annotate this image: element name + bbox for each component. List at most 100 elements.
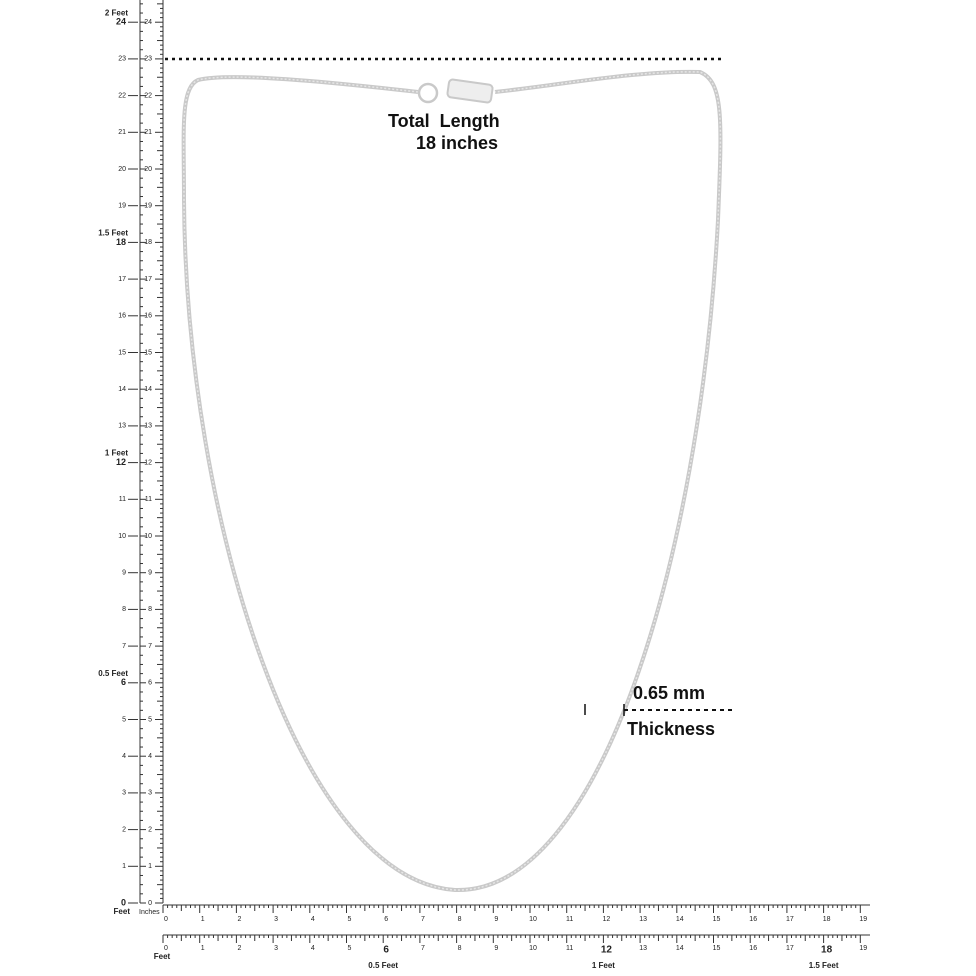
inch-label: 6 [384,916,388,923]
total-length-label: Total Length [388,111,500,131]
inch-label: 22 [144,92,152,99]
inch-label: 14 [144,386,152,393]
inch-label: 4 [311,916,315,923]
inch-label-outer: 16 [118,313,126,320]
feet-label: 1.5 Feet [98,229,128,238]
inch-label: 19 [144,203,152,210]
inch-label: 1 [201,916,205,923]
feet-label: 0.5 Feet [98,669,128,678]
inch-label: 3 [274,945,278,952]
length-value: 18 inches [416,133,498,153]
inch-label: 17 [786,945,794,952]
inch-label-outer: 9 [122,570,126,577]
inch-label: 13 [639,945,647,952]
inch-label: 10 [529,945,537,952]
feet-label: 1.5 Feet [809,961,839,970]
inch-label-outer: 23 [118,56,126,63]
inch-label: 11 [566,916,573,923]
feet-label: 1 Feet [105,449,128,458]
inch-label: 12 [603,916,611,923]
inch-label-outer: 12 [116,457,126,467]
inch-label-outer: 20 [118,166,126,173]
inch-label: 5 [348,916,352,923]
inch-label: 0 [164,916,168,923]
thickness-label: Thickness [627,719,715,739]
inch-label: 21 [144,129,152,136]
inch-label: 18 [821,945,833,956]
inch-label: 16 [144,313,152,320]
inch-label-outer: 15 [118,349,126,356]
inch-label: 5 [148,716,152,723]
inch-label: 7 [421,916,425,923]
inch-label-outer: 3 [122,790,126,797]
inch-label-outer: 19 [118,203,126,210]
inch-label: 6 [148,680,152,687]
inch-label: 11 [566,945,573,952]
feet-unit: Feet [114,907,131,916]
inch-label-outer: 6 [121,677,126,687]
inch-label: 16 [749,916,757,923]
feet-unit: Inches [139,909,160,916]
inch-label: 9 [494,916,498,923]
inch-label-outer: 10 [118,533,126,540]
inch-label: 2 [148,826,152,833]
inch-label: 23 [144,56,152,63]
inch-label: 12 [144,459,152,466]
inch-label: 10 [144,533,152,540]
inch-label: 1 [148,863,152,870]
inch-label: 7 [148,643,152,650]
inch-label: 11 [145,496,152,503]
feet-label: 2 Feet [105,8,128,17]
feet-label: 0.5 Feet [368,961,398,970]
inch-label: 18 [144,239,152,246]
inch-label-outer: 5 [122,716,126,723]
inch-label-outer: 22 [118,92,126,99]
inch-label-outer: 11 [119,496,126,503]
inch-label-outer: 1 [122,863,126,870]
inch-label: 13 [639,916,647,923]
inch-label: 14 [676,945,684,952]
inch-label: 18 [823,916,831,923]
inch-label-outer: 4 [122,753,126,760]
inch-label-outer: 21 [118,129,126,136]
inch-label: 3 [274,916,278,923]
inch-label: 16 [749,945,757,952]
inch-label-outer: 2 [122,826,126,833]
inch-label: 12 [601,945,613,956]
feet-unit: Feet [154,952,171,961]
inch-label-outer: 24 [116,17,126,27]
inch-label: 14 [676,916,684,923]
inch-label: 15 [713,945,721,952]
inch-label-outer: 14 [118,386,126,393]
inch-label: 19 [859,916,867,923]
inch-label: 13 [144,423,152,430]
inch-label: 15 [713,916,721,923]
inch-label: 8 [458,945,462,952]
inch-label: 4 [148,753,152,760]
inch-label: 7 [421,945,425,952]
inch-label: 10 [529,916,537,923]
inch-label: 9 [494,945,498,952]
inch-label: 9 [148,570,152,577]
inch-label-outer: 13 [118,423,126,430]
inch-label-outer: 18 [116,237,126,247]
inch-label: 8 [148,606,152,613]
inch-label: 6 [383,945,389,956]
inch-label: 4 [311,945,315,952]
inch-label-outer: 17 [118,276,126,283]
inch-label-outer: 7 [122,643,126,650]
inch-label: 2 [237,945,241,952]
feet-label: 1 Feet [592,961,615,970]
inch-label-outer: 8 [122,606,126,613]
inch-label-outer: 0 [121,897,126,907]
inch-label: 2 [237,916,241,923]
inch-label: 0 [164,945,168,952]
inch-label: 24 [144,19,152,26]
inch-label: 20 [144,166,152,173]
inch-label: 0 [148,900,152,907]
inch-label: 19 [859,945,867,952]
inch-label: 3 [148,790,152,797]
inch-label: 1 [201,945,205,952]
thickness-value: 0.65 mm [633,683,705,703]
